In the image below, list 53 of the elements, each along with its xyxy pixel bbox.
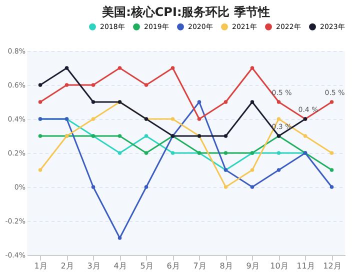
x-tick-label: 6月	[166, 262, 180, 270]
point	[224, 151, 228, 155]
point	[250, 168, 254, 172]
point	[250, 100, 254, 104]
x-tick-label: 9月	[246, 262, 260, 270]
point	[118, 134, 122, 138]
point	[144, 185, 148, 189]
x-tick-label: 7月	[193, 262, 206, 270]
point	[197, 117, 202, 121]
x-tick-label: 2月	[60, 262, 74, 270]
point	[250, 185, 254, 189]
point	[118, 151, 122, 155]
x-tick-label: 1月	[34, 262, 48, 270]
point	[91, 117, 96, 121]
point	[276, 168, 281, 172]
point	[38, 168, 42, 172]
point	[170, 151, 175, 155]
point	[64, 66, 69, 70]
point	[91, 83, 96, 87]
point	[197, 100, 202, 104]
point	[118, 66, 122, 70]
x-tick-label: 5月	[140, 262, 154, 270]
point	[250, 66, 254, 70]
point	[144, 83, 148, 87]
x-tick-label: 3月	[87, 262, 100, 270]
point	[144, 151, 148, 155]
point	[224, 185, 228, 189]
point	[276, 151, 281, 155]
point	[303, 134, 308, 138]
point	[170, 66, 175, 70]
chart-title: 美国:核心CPI:服务环比 季节性	[101, 5, 270, 19]
x-tick-label: 4月	[114, 262, 127, 270]
point	[330, 100, 334, 104]
point	[91, 185, 96, 189]
point	[224, 134, 228, 138]
point	[38, 83, 42, 87]
x-tick-label: 10月	[270, 262, 288, 270]
x-tick-label: 12月	[323, 262, 342, 270]
point	[330, 168, 334, 172]
point	[38, 134, 42, 138]
point	[170, 117, 175, 121]
point	[276, 117, 281, 121]
x-tick-label: 8月	[220, 262, 233, 270]
point	[91, 100, 96, 104]
point	[144, 134, 148, 138]
point	[276, 100, 281, 104]
x-tick-label: 11月	[296, 262, 315, 270]
point	[64, 83, 69, 87]
point	[224, 100, 228, 104]
point	[118, 236, 122, 240]
point	[330, 185, 334, 189]
point	[330, 151, 334, 155]
point	[38, 100, 42, 104]
